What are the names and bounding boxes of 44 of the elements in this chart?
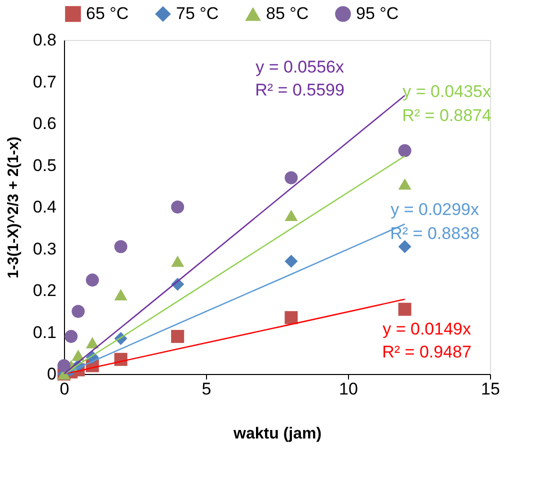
y-tick-label: 0 (47, 364, 56, 384)
y-tick-label: 0.4 (32, 198, 56, 216)
point (72, 350, 85, 361)
point (171, 256, 184, 267)
annotation: R² = 0.5599 (255, 80, 344, 100)
point (64, 330, 78, 343)
point (171, 200, 184, 214)
legend-label: 65 °C (86, 4, 129, 23)
annotation: y = 0.0435x (402, 82, 492, 102)
point (398, 178, 412, 190)
y-tick-label: 0.5 (32, 156, 56, 175)
legend-label: 95 °C (356, 4, 399, 23)
point (398, 240, 412, 254)
point (398, 144, 412, 158)
annotation: R² = 0.9487 (382, 342, 472, 362)
y-tick-label: 0.7 (32, 72, 56, 92)
point (284, 254, 298, 268)
annotation: R² = 0.8874 (402, 106, 492, 126)
point (284, 210, 298, 221)
annotation: y = 0.0149x (382, 319, 472, 338)
y-tick-label: 0.8 (32, 30, 56, 50)
legend-label: 75 °C (176, 4, 219, 23)
point (284, 171, 298, 184)
x-tick-label: 5 (202, 380, 212, 398)
point (72, 304, 85, 318)
legend-label: 85 °C (266, 4, 309, 23)
point (171, 330, 184, 343)
y-tick-label: 0.1 (32, 322, 56, 342)
point (398, 302, 412, 316)
y-tick-label: 0.6 (32, 114, 56, 133)
annotation: y = 0.0556x (256, 58, 344, 77)
y-tick-label: 0.2 (32, 281, 56, 300)
point (86, 274, 99, 287)
y-axis-title: 1-3(1-X)^2/3 + 2(1-x) (4, 136, 22, 278)
y-tick-label: 0.3 (32, 239, 56, 258)
x-tick-label: 10 (339, 380, 358, 398)
point (114, 240, 128, 254)
point (114, 289, 128, 300)
annotation: y = 0.0299x (390, 200, 480, 220)
x-tick-label: 15 (481, 380, 500, 398)
x-tick-label: 0 (60, 380, 70, 398)
point (86, 337, 99, 348)
point (284, 311, 298, 324)
x-axis-title: waktu (jam) (232, 426, 322, 442)
